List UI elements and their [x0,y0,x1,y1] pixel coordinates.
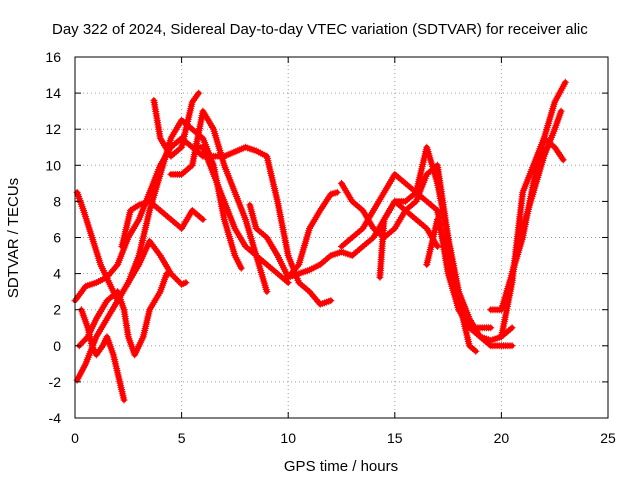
series-trace [74,238,189,383]
y-tick-label: 8 [53,193,61,209]
x-tick-label: 20 [494,430,510,446]
series-markers [508,78,569,278]
series-sat-i [188,143,292,287]
series-sat-o [423,215,516,344]
series-markers [150,89,203,160]
y-tick-label: -4 [49,410,62,426]
series-sat-j [246,188,341,281]
y-axis-label: SDTVAR / TECUs [5,178,22,298]
series-markers [167,107,271,296]
y-tick-label: 6 [53,230,61,246]
series-markers [423,215,516,344]
data-series [71,78,569,404]
x-axis-label: GPS time / hours [284,458,398,475]
y-tick-label: 0 [53,338,61,354]
x-tick-label: 5 [178,430,186,446]
x-tick-label: 10 [280,430,296,446]
series-markers [118,197,207,251]
y-tick-label: 12 [45,121,61,137]
y-tick-label: 2 [53,302,61,318]
series-sat-m [338,161,480,355]
x-tick-label: 15 [387,430,403,446]
y-tick-label: 14 [45,85,61,101]
series-markers [77,306,128,404]
y-tick-label: -2 [49,374,62,390]
x-tick-label: 25 [600,430,616,446]
series-sat-f [118,197,207,251]
series-markers [338,161,480,355]
series-sat-r [508,78,569,278]
y-tick-label: 4 [53,266,61,282]
series-trace [339,162,479,354]
series-markers [73,237,190,384]
series-markers [188,143,292,287]
y-tick-labels: -4 -2 0 2 4 6 8 10 12 14 16 [45,49,61,426]
axis-ticks [74,56,609,419]
y-tick-label: 10 [45,157,61,173]
x-tick-labels: 0 5 10 15 20 25 [71,430,616,446]
series-sat-h [167,107,271,296]
series-sat-e [77,306,128,404]
series-sat-c [73,237,190,384]
chart-title: Day 322 of 2024, Sidereal Day-to-day VTE… [52,21,588,38]
y-tick-label: 16 [45,49,61,65]
series-sat-d [75,270,175,359]
series-sat-q [497,134,567,341]
series-sat-g [150,89,203,160]
x-tick-label: 0 [71,430,79,446]
